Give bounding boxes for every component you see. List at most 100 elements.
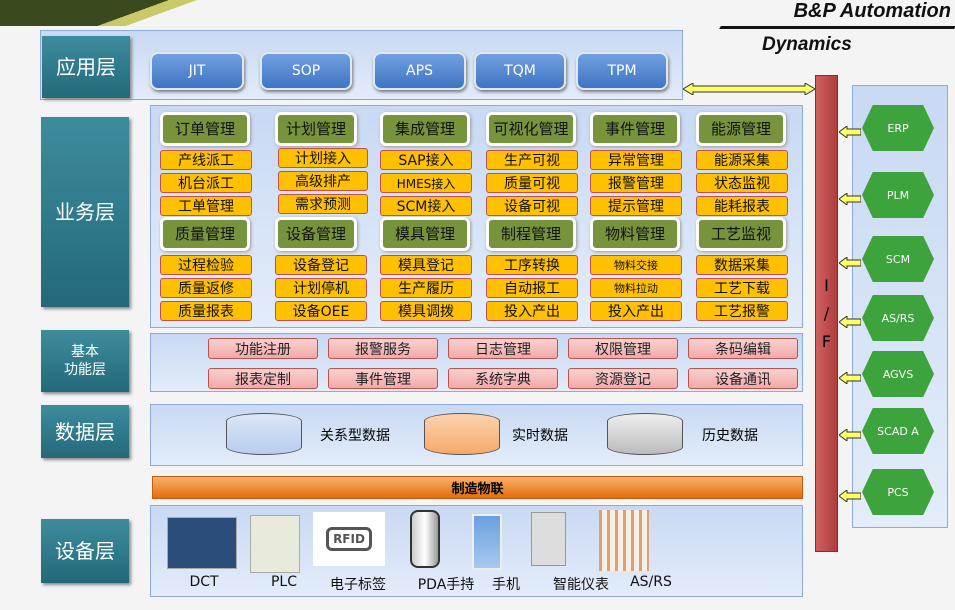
system-erp[interactable]: ERP <box>862 105 934 151</box>
function-button[interactable]: 设备通讯 <box>688 368 798 389</box>
layer-label-business: 业务层 <box>41 117 129 307</box>
database-icon <box>424 413 500 455</box>
function-button[interactable]: 日志管理 <box>448 338 558 359</box>
layer-label-data: 数据层 <box>41 405 129 458</box>
module-item[interactable]: 高级排产 <box>278 171 368 191</box>
arrow-icon <box>838 369 862 385</box>
module-header[interactable]: 物料管理 <box>590 217 680 251</box>
module-item[interactable]: 异常管理 <box>590 150 682 170</box>
dct-image <box>167 517 237 569</box>
system-plm[interactable]: PLM <box>862 172 934 218</box>
module-item[interactable]: 质量报表 <box>160 301 252 321</box>
database-icon <box>607 413 683 455</box>
layer-label-app: 应用层 <box>42 36 130 98</box>
function-button[interactable]: 系统字典 <box>448 368 558 389</box>
function-button[interactable]: 功能注册 <box>208 338 318 359</box>
module-item[interactable]: SCM接入 <box>380 196 472 216</box>
function-button[interactable]: 报警服务 <box>328 338 438 359</box>
layer-label-basic: 基本 功能层 <box>41 330 129 392</box>
module-header[interactable]: 制程管理 <box>486 217 576 251</box>
module-item[interactable]: 设备登记 <box>275 255 367 275</box>
module-item[interactable]: 物料交接 <box>590 255 682 275</box>
module-item[interactable]: 能源采集 <box>696 150 788 170</box>
database-icon <box>226 413 302 455</box>
device-label: 智能仪表 <box>553 577 609 593</box>
system-scm[interactable]: SCM <box>862 236 934 282</box>
phone-image <box>472 514 502 570</box>
logo-text: B&P Automation <box>793 0 951 22</box>
header-stripe <box>0 0 210 26</box>
system-pcs[interactable]: PCS <box>862 469 934 515</box>
module-header[interactable]: 事件管理 <box>590 112 680 146</box>
function-button[interactable]: 报表定制 <box>208 368 318 389</box>
module-item[interactable]: HMES接入 <box>380 173 472 193</box>
interface-bar: I / F <box>815 75 838 552</box>
app-button-aps[interactable]: APS <box>373 52 466 90</box>
module-item[interactable]: 物料拉动 <box>590 278 682 298</box>
module-item[interactable]: 工艺报警 <box>696 301 788 321</box>
system-asrs[interactable]: AS/RS <box>862 295 934 341</box>
module-item[interactable]: 计划停机 <box>275 278 367 298</box>
system-scada[interactable]: SCAD A <box>862 408 934 454</box>
module-item[interactable]: 设备可视 <box>486 196 578 216</box>
module-header[interactable]: 模具管理 <box>380 217 470 251</box>
module-item[interactable]: 状态监视 <box>696 173 788 193</box>
module-header[interactable]: 工艺监视 <box>696 217 786 251</box>
app-layer-panel <box>40 30 683 100</box>
plc-image <box>250 515 300 573</box>
app-button-tpm[interactable]: TPM <box>576 52 668 90</box>
module-header[interactable]: 能源管理 <box>696 112 786 146</box>
module-item[interactable]: 工序转换 <box>486 255 578 275</box>
app-button-tqm[interactable]: TQM <box>474 52 566 90</box>
module-header[interactable]: 可视化管理 <box>486 112 576 146</box>
function-button[interactable]: 资源登记 <box>568 368 678 389</box>
system-agvs[interactable]: AGVS <box>862 351 934 397</box>
module-item[interactable]: 设备OEE <box>275 301 367 321</box>
device-label: PDA手持 <box>417 577 475 593</box>
module-item[interactable]: 机台派工 <box>160 173 252 193</box>
module-header[interactable]: 设备管理 <box>275 217 357 251</box>
module-item[interactable]: 质量可视 <box>486 173 578 193</box>
module-item[interactable]: 数据采集 <box>696 255 788 275</box>
module-header[interactable]: 质量管理 <box>160 217 250 251</box>
device-label: AS/RS <box>630 574 672 590</box>
logo-line <box>719 26 955 29</box>
module-item[interactable]: 工艺下载 <box>696 278 788 298</box>
module-item[interactable]: 能耗报表 <box>696 196 788 216</box>
module-item[interactable]: 模具调拨 <box>380 301 472 321</box>
function-button[interactable]: 条码编辑 <box>688 338 798 359</box>
module-item[interactable]: 自动报工 <box>486 278 578 298</box>
function-button[interactable]: 权限管理 <box>568 338 678 359</box>
module-item[interactable]: 产线派工 <box>160 150 252 170</box>
module-header[interactable]: 订单管理 <box>160 112 250 146</box>
module-item[interactable]: 质量返修 <box>160 278 252 298</box>
module-item[interactable]: 投入产出 <box>590 301 682 321</box>
data-label: 历史数据 <box>702 428 758 444</box>
arrow-icon <box>838 254 862 270</box>
module-item[interactable]: 工单管理 <box>160 196 252 216</box>
module-header[interactable]: 集成管理 <box>380 112 470 146</box>
module-item[interactable]: 生产可视 <box>486 150 578 170</box>
module-header[interactable]: 计划管理 <box>275 112 357 146</box>
module-item[interactable]: 生产履历 <box>380 278 472 298</box>
app-button-jit[interactable]: JIT <box>150 52 244 90</box>
function-button[interactable]: 事件管理 <box>328 368 438 389</box>
module-item[interactable]: SAP接入 <box>380 150 472 170</box>
module-item[interactable]: 模具登记 <box>380 255 472 275</box>
module-item[interactable]: 报警管理 <box>590 173 682 193</box>
arrow-icon <box>838 313 862 329</box>
module-item[interactable]: 需求预测 <box>278 194 368 214</box>
arrow-icon <box>838 123 862 139</box>
module-item[interactable]: 计划接入 <box>278 148 368 168</box>
arrow-icon <box>838 426 862 442</box>
data-label: 实时数据 <box>512 428 568 444</box>
arrow-icon <box>838 487 862 503</box>
app-button-sop[interactable]: SOP <box>260 52 352 90</box>
double-arrow-icon <box>682 80 816 96</box>
module-item[interactable]: 投入产出 <box>486 301 578 321</box>
meter-image <box>531 512 566 566</box>
device-label: 电子标签 <box>330 577 386 593</box>
arrow-icon <box>838 190 862 206</box>
module-item[interactable]: 提示管理 <box>590 196 682 216</box>
module-item[interactable]: 过程检验 <box>160 255 252 275</box>
